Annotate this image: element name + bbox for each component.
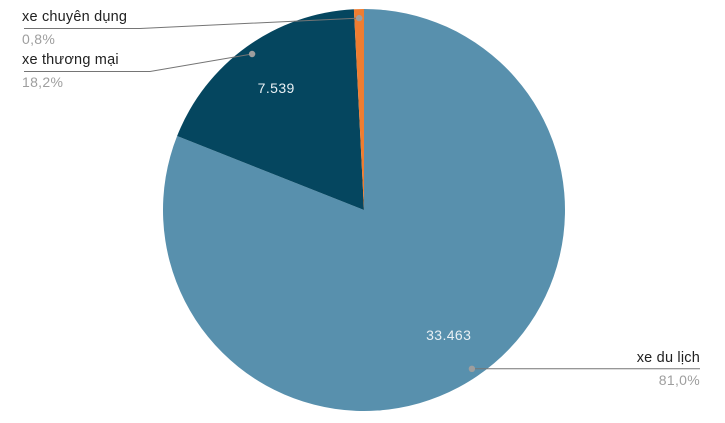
leader-dot-xe-du-lich [468,365,476,372]
pie-slices [162,8,565,412]
slice-label: xe du lịch [636,350,700,366]
callout-xe-thuong-mai: xe thương mại 18,2% [22,51,119,91]
slice-percent: 81,0% [658,372,700,388]
callout-xe-chuyen-dung: xe chuyên dụng 0,8% [22,8,127,48]
leader-lines [24,14,700,372]
slice-percent: 0,8% [22,31,56,47]
slice-value-label: 7.539 [257,79,295,96]
pie-slice-xe-du-lich[interactable] [162,9,565,412]
pie-slice-xe-thuong-mai[interactable] [177,9,364,210]
leader-line-xe-thuong-mai [24,53,253,72]
leader-dot-xe-thuong-mai [248,50,256,58]
slice-percent: 18,2% [22,74,64,90]
callout-xe-du-lich: xe du lịch 81,0% [637,349,700,389]
pie-slice-xe-chuyen-dung[interactable] [353,8,364,211]
leader-line-xe-chuyen-dung [24,17,360,29]
leader-dot-xe-chuyen-dung [356,14,363,22]
slice-label: xe chuyên dụng [22,9,128,25]
slice-label: xe thương mại [22,52,119,68]
slice-value-label: 33.463 [426,326,472,343]
